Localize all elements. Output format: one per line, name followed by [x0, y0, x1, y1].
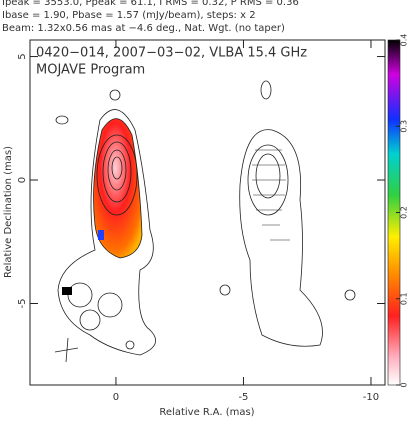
y-axis-label: Relative Declination (mas)	[3, 146, 14, 278]
x-tick-label: 0	[113, 392, 119, 403]
header-line: Ibase = 1.90, Pbase = 1.57 (mJy/beam), s…	[2, 10, 256, 21]
colorbar-tick-label: 0	[400, 382, 409, 387]
y-tick-label: 0	[17, 177, 28, 183]
colorbar-tick-label: 0.1	[400, 292, 409, 305]
header-line: Beam: 1.32x0.56 mas at −4.6 deg., Nat. W…	[2, 23, 285, 34]
x-tick-label: -5	[238, 392, 248, 403]
plot-frame	[29, 39, 386, 386]
y-tick-label: 5	[17, 53, 28, 59]
header-line: Ipeak = 3553.0, Ppeak = 61.1, I RMS = 0.…	[2, 0, 299, 8]
colorbar-tick-label: 0.4	[400, 34, 409, 47]
plot-subtitle: MOJAVE Program	[36, 63, 145, 78]
plot-title: 0420−014, 2007−03−02, VLBA 15.4 GHz	[36, 46, 307, 61]
x-axis-label: Relative R.A. (mas)	[159, 407, 254, 418]
y-tick-label: -5	[17, 299, 28, 309]
x-tick-label: -10	[363, 392, 379, 403]
colorbar-tick-label: 0.3	[400, 120, 409, 133]
contours	[54, 80, 356, 363]
colorbar-tick-label: 0.2	[400, 206, 409, 219]
